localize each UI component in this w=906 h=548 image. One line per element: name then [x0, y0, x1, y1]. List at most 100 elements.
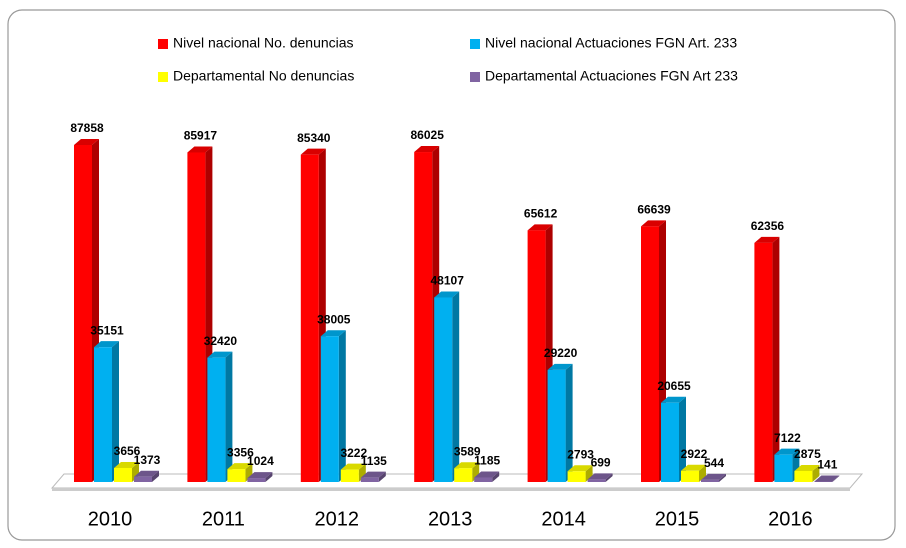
value-label: 699: [591, 455, 611, 469]
value-label: 1373: [134, 453, 161, 467]
bar-top: [661, 396, 686, 403]
value-label: 141: [817, 458, 837, 472]
bar-side: [772, 236, 780, 482]
value-label: 65612: [524, 207, 558, 221]
value-label: 544: [704, 456, 724, 470]
x-tick-label: 2015: [655, 508, 700, 530]
x-tick-label: 2011: [202, 508, 245, 530]
value-label: 66639: [637, 203, 671, 217]
bar-top: [527, 224, 553, 231]
bar: [794, 470, 813, 482]
bar-top: [227, 463, 253, 470]
value-label: 48107: [431, 274, 465, 288]
bar-side: [812, 464, 820, 482]
value-label: 20655: [657, 379, 691, 393]
bar-side: [585, 465, 593, 482]
value-label: 85917: [184, 129, 218, 143]
legend-label: Nivel nacional Actuaciones FGN Art. 233: [485, 35, 737, 51]
bar: [187, 152, 206, 482]
bar-side: [452, 291, 460, 482]
bar-side: [699, 464, 706, 482]
bar-side: [679, 396, 686, 482]
value-label: 3656: [114, 444, 141, 458]
value-label: 87858: [70, 121, 104, 135]
floor-edge: [52, 488, 850, 491]
bar: [661, 402, 679, 482]
bar-top: [434, 291, 460, 298]
x-tick-label: 2012: [315, 508, 360, 530]
legend-swatch: [158, 72, 168, 82]
bar: [94, 347, 112, 482]
bar: [340, 469, 359, 482]
bar: [454, 468, 473, 482]
bar-side: [338, 330, 346, 482]
value-label: 29220: [544, 346, 578, 360]
value-label: 1185: [474, 454, 500, 468]
bar-top: [681, 464, 706, 471]
value-label: 35151: [90, 323, 124, 337]
bar-side: [492, 471, 500, 482]
bar-top: [701, 473, 726, 480]
value-label: 3356: [227, 445, 254, 459]
bar-side: [832, 475, 840, 482]
bar-top: [774, 448, 800, 455]
bar: [227, 469, 246, 482]
bar: [547, 369, 566, 482]
bar-side: [565, 363, 573, 482]
bar: [207, 357, 226, 482]
bar-top: [587, 473, 613, 480]
value-label: 7122: [774, 431, 801, 445]
bar-top: [134, 470, 159, 477]
bar-top: [207, 351, 233, 358]
bar-top: [547, 363, 573, 370]
legend-swatch: [158, 39, 168, 49]
bar-top: [114, 461, 139, 468]
x-tick-label: 2016: [768, 508, 813, 530]
legend-swatch: [470, 39, 480, 49]
bar-top: [454, 462, 480, 469]
bar-side: [265, 472, 273, 482]
value-label: 2922: [681, 447, 708, 461]
value-label: 86025: [411, 128, 445, 142]
value-label: 2793: [567, 447, 594, 461]
legend-label: Departamental Actuaciones FGN Art 233: [485, 68, 738, 84]
bar-top: [754, 236, 780, 243]
value-label: 32420: [204, 334, 238, 348]
bar: [681, 470, 699, 482]
bar-top: [474, 471, 500, 478]
x-tick-label: 2014: [541, 508, 586, 530]
bar-top: [187, 146, 213, 153]
bar: [774, 454, 793, 482]
bar-top: [247, 472, 273, 479]
bar: [474, 477, 493, 482]
bar: [247, 478, 266, 482]
bar-top: [814, 475, 840, 482]
bar-top: [641, 220, 666, 227]
bar-top: [360, 471, 386, 478]
bar-side: [152, 470, 159, 482]
bar: [360, 477, 379, 482]
value-label: 38005: [317, 312, 351, 326]
bar: [641, 226, 659, 482]
bar-side: [112, 341, 119, 482]
x-tick-label: 2010: [88, 508, 133, 530]
value-label: 62356: [751, 219, 785, 233]
bar-top: [567, 465, 593, 472]
bar: [134, 476, 152, 482]
bar-side: [225, 351, 233, 482]
bar: [74, 145, 92, 482]
bar-top: [74, 139, 99, 145]
bar-top: [794, 464, 820, 471]
bar-top: [340, 463, 366, 470]
bar: [527, 230, 546, 482]
bar-side: [378, 471, 386, 482]
legend-label: Nivel nacional No. denuncias: [173, 35, 354, 51]
bar: [320, 336, 339, 482]
bar: [567, 471, 586, 482]
bar: [587, 479, 606, 482]
bar: [300, 154, 319, 482]
bar-side: [605, 473, 613, 482]
bar: [754, 242, 773, 482]
bar: [414, 152, 433, 483]
